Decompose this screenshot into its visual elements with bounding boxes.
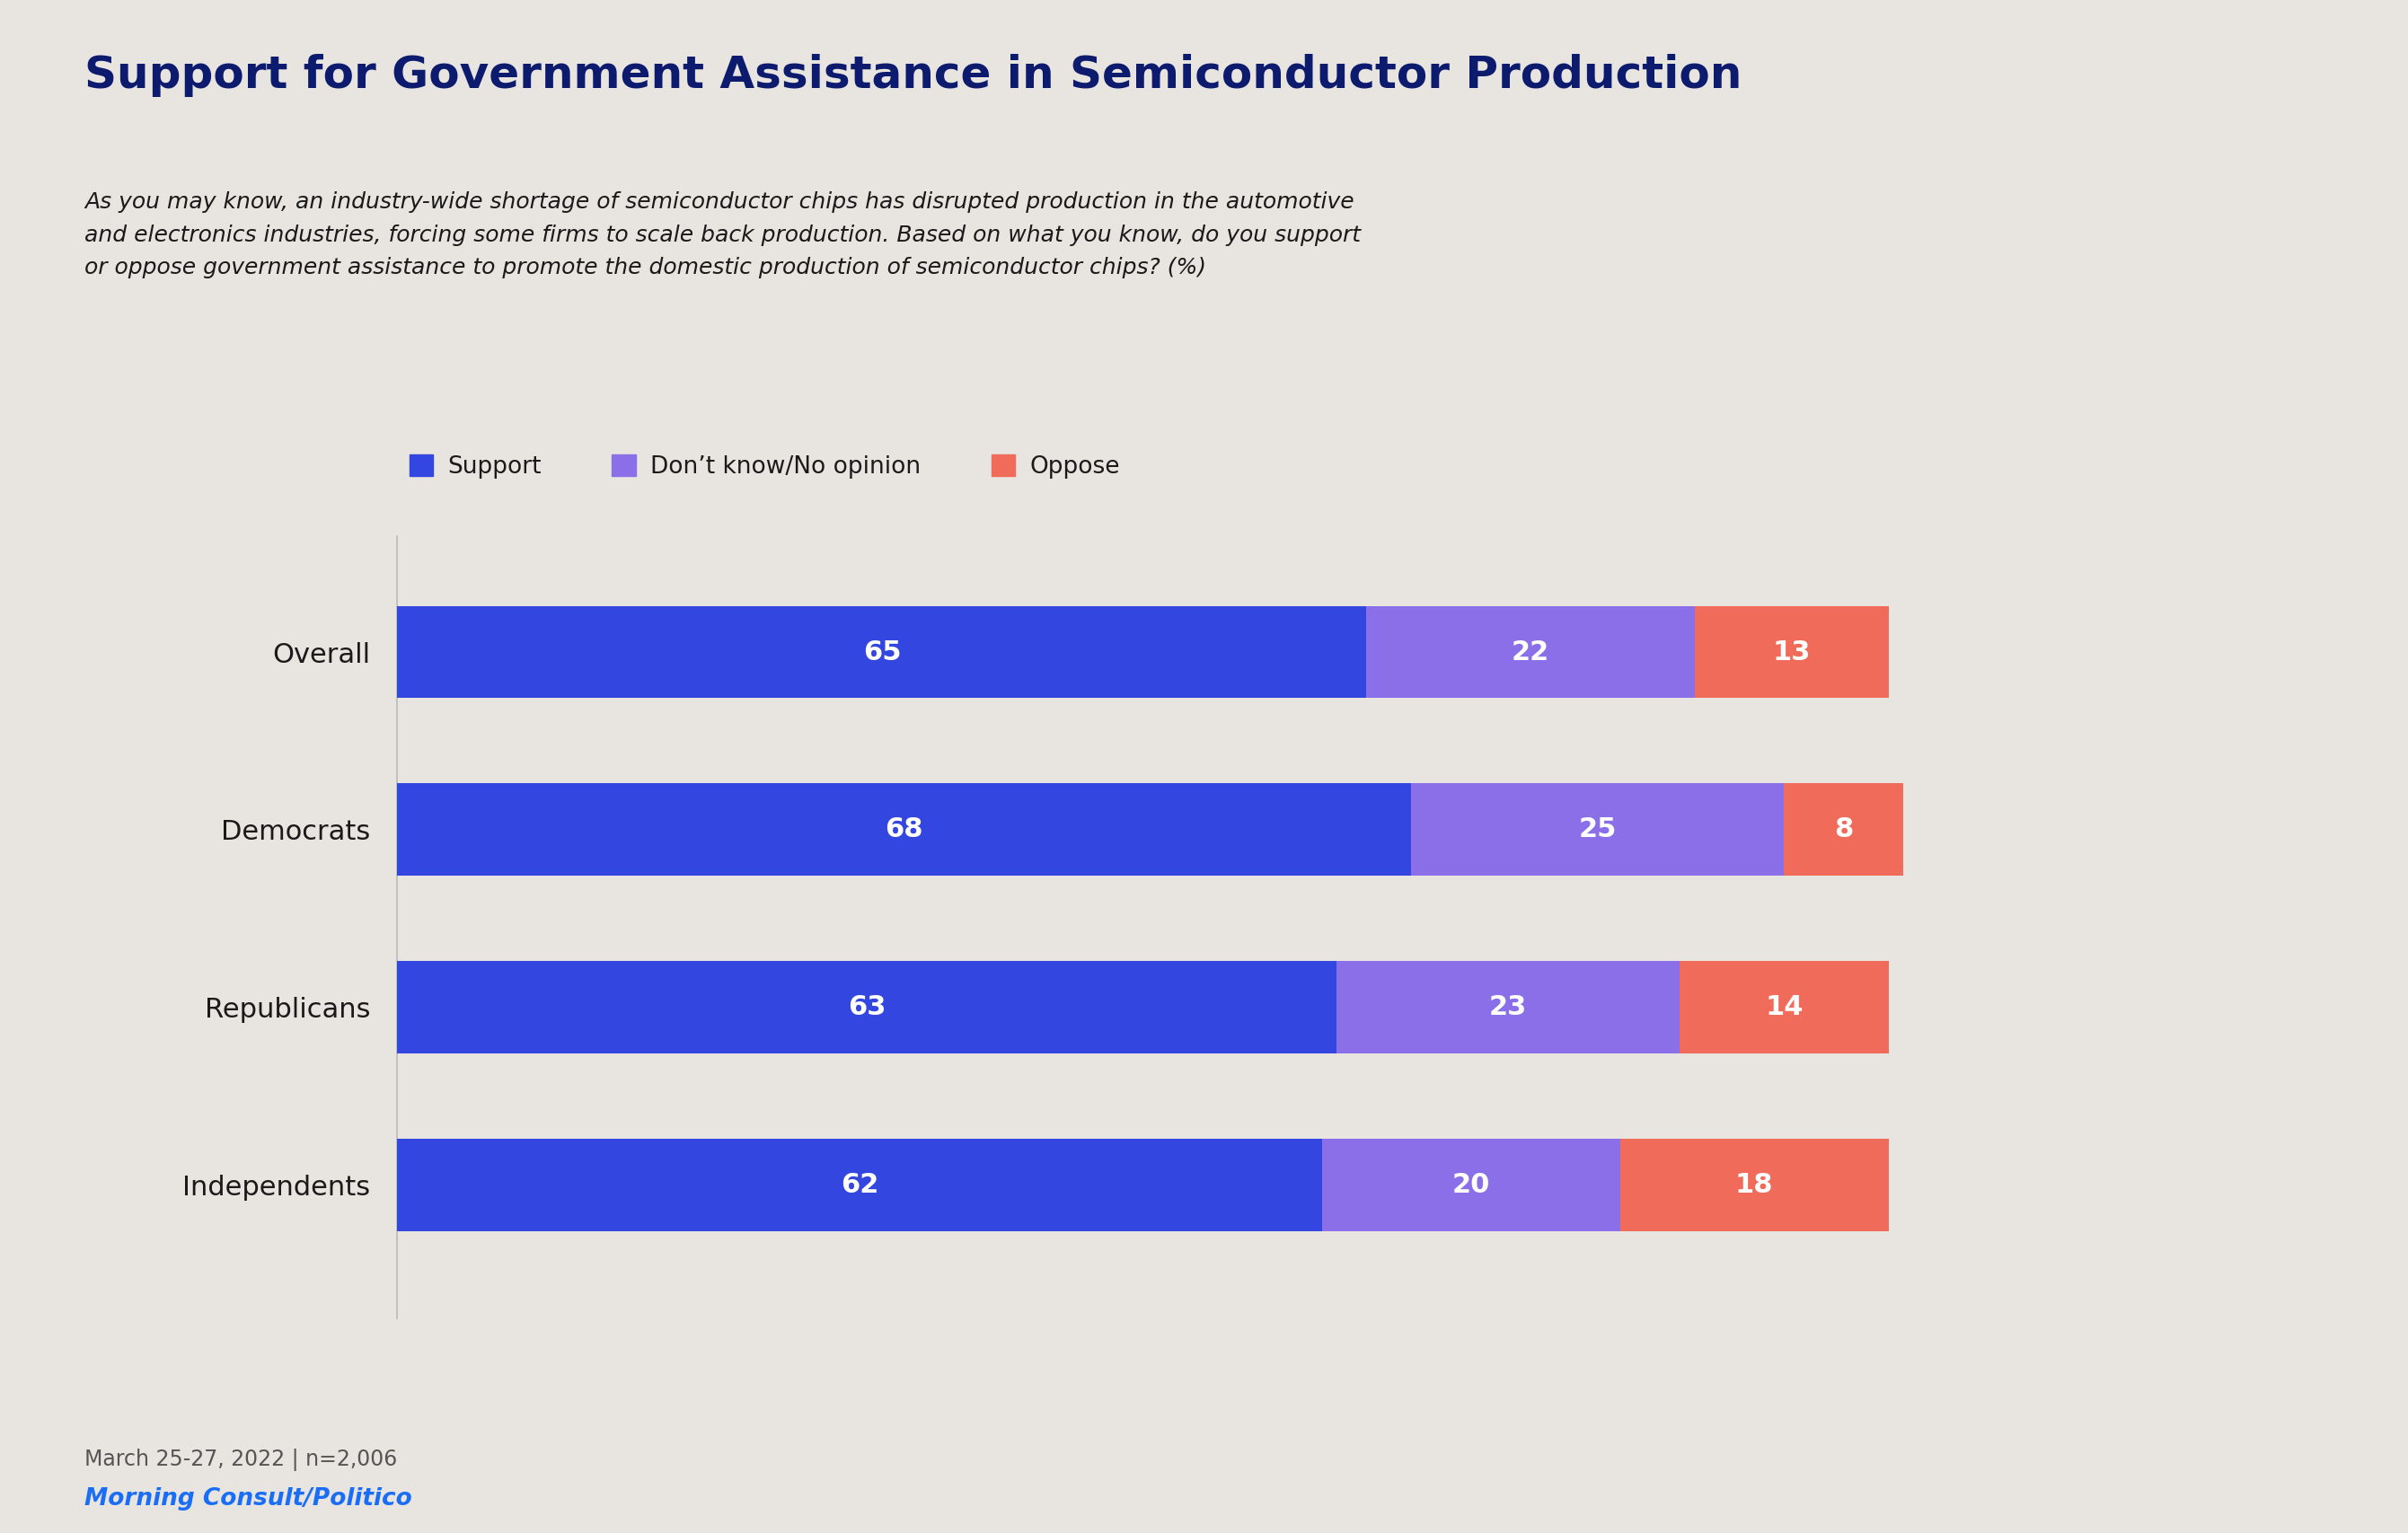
Text: 23: 23	[1488, 995, 1527, 1021]
Bar	[1368, 606, 1695, 698]
Bar	[1621, 1139, 1888, 1231]
Bar	[1681, 961, 1888, 1053]
Text: Morning Consult/Politico: Morning Consult/Politico	[84, 1487, 412, 1510]
Bar	[1411, 783, 1784, 875]
Bar	[1336, 961, 1681, 1053]
Bar	[397, 961, 1336, 1053]
Bar	[1784, 783, 1902, 875]
Text: 25: 25	[1580, 817, 1616, 843]
Text: 8: 8	[1835, 817, 1854, 843]
Bar	[397, 783, 1411, 875]
Text: 14: 14	[1765, 995, 1804, 1021]
Text: 63: 63	[848, 995, 886, 1021]
Bar	[1322, 1139, 1621, 1231]
Text: 18: 18	[1736, 1173, 1772, 1199]
Text: 68: 68	[886, 817, 922, 843]
Text: 13: 13	[1772, 639, 1811, 665]
Text: March 25-27, 2022 | n=2,006: March 25-27, 2022 | n=2,006	[84, 1449, 397, 1472]
Legend: Support, Don’t know/No opinion, Oppose: Support, Don’t know/No opinion, Oppose	[409, 455, 1120, 478]
Text: 62: 62	[840, 1173, 879, 1199]
Bar	[397, 1139, 1322, 1231]
Text: Support for Government Assistance in Semiconductor Production: Support for Government Assistance in Sem…	[84, 54, 1741, 97]
Text: As you may know, an industry-wide shortage of semiconductor chips has disrupted : As you may know, an industry-wide shorta…	[84, 192, 1361, 279]
Text: 65: 65	[862, 639, 901, 665]
Bar	[1695, 606, 1888, 698]
Text: 22: 22	[1512, 639, 1548, 665]
Text: 20: 20	[1452, 1173, 1491, 1199]
Bar	[397, 606, 1368, 698]
